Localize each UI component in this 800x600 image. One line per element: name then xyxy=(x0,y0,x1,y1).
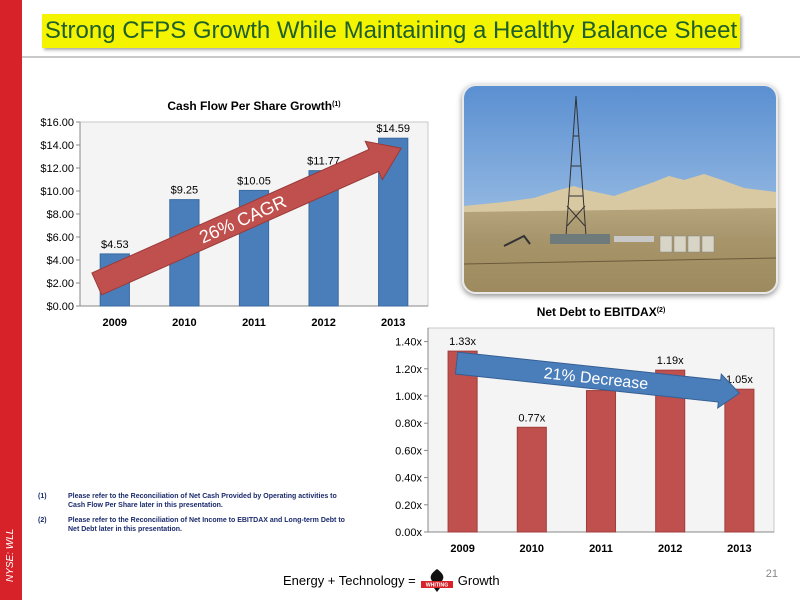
y-tick-label: 1.40x xyxy=(395,337,422,349)
cfps-chart-svg: Cash Flow Per Share Growth(1) $0.00 $2.00 $… xyxy=(40,99,429,329)
slide-title: Strong CFPS Growth While Maintaining a H… xyxy=(42,14,740,48)
footnote-text: Please refer to the Reconciliation of Ne… xyxy=(68,517,345,533)
footer-tagline: Energy + Technology = WHITING Growth xyxy=(283,568,543,592)
y-tick-label: 1.00x xyxy=(395,391,422,403)
x-tick-label: 2012 xyxy=(658,543,682,555)
trend-arrow-shape xyxy=(91,140,402,296)
y-tick-label: $8.00 xyxy=(46,209,74,221)
y-tick-label: 0.00x xyxy=(395,527,422,539)
rig-landscape-image xyxy=(464,86,776,292)
bar xyxy=(447,350,478,533)
footnote-1: (1) Please refer to the Reconciliation o… xyxy=(38,492,348,510)
data-label: $10.05 xyxy=(237,175,271,187)
x-tick-label: 2011 xyxy=(589,543,613,555)
footnote-2: (2) Please refer to the Reconciliation o… xyxy=(38,516,348,534)
drilling-rig-photo xyxy=(462,84,778,294)
x-tick-label: 2010 xyxy=(172,317,196,329)
x-tick-label: 2013 xyxy=(727,543,751,555)
net-debt-chart-svg: Net Debt to EBITDAX(2) 0.00x 0.20x 0.40x 0.6… xyxy=(395,305,775,555)
chart-title-superscript: (2) xyxy=(657,307,666,314)
footnote-text: Please refer to the Reconciliation of Ne… xyxy=(68,493,337,509)
y-tick-label: $0.00 xyxy=(46,301,74,313)
y-tick-label: 0.60x xyxy=(395,445,422,457)
net-debt-chart: Net Debt to EBITDAX(2) 0.00x 0.20x 0.40x 0.6… xyxy=(376,298,786,558)
data-label: 1.05x xyxy=(726,374,753,386)
footnote-number: (1) xyxy=(38,493,47,500)
chart-title-superscript: (1) xyxy=(332,101,341,108)
chart-title: Net Debt to EBITDAX(2) xyxy=(537,305,666,319)
footer-left-text: Energy + Technology = xyxy=(283,572,416,588)
data-label: 1.33x xyxy=(449,336,476,348)
x-tick-label: 2009 xyxy=(103,317,127,329)
data-label: 0.77x xyxy=(518,412,545,424)
cfps-chart: Cash Flow Per Share Growth(1) $0.00 $2.00 $… xyxy=(30,92,440,340)
x-tick-label: 2009 xyxy=(450,543,474,555)
bar xyxy=(585,390,617,533)
x-tick-label: 2013 xyxy=(381,317,405,329)
y-tick-label: $12.00 xyxy=(40,163,74,175)
y-tick-label: 0.40x xyxy=(395,473,422,485)
y-tick-label: $10.00 xyxy=(40,186,74,198)
x-tick-label: 2012 xyxy=(311,317,335,329)
bar xyxy=(516,426,547,533)
y-tick-label: $6.00 xyxy=(46,232,74,244)
chart-title: Cash Flow Per Share Growth(1) xyxy=(167,99,340,113)
whiting-logo: WHITING xyxy=(420,568,454,592)
data-label: $14.59 xyxy=(376,123,410,135)
x-tick-label: 2011 xyxy=(242,317,266,329)
y-tick-label: $14.00 xyxy=(40,140,74,152)
data-label: $11.77 xyxy=(307,156,340,168)
footnote-number: (2) xyxy=(38,517,47,524)
data-label: 1.19x xyxy=(657,355,684,367)
y-tick-label: $2.00 xyxy=(46,278,74,290)
x-tick-label: 2010 xyxy=(520,543,544,555)
y-tick-label: 0.20x xyxy=(395,500,422,512)
y-tick-label: $4.00 xyxy=(46,255,74,267)
brand-sidebar: NYSE: WLL xyxy=(0,0,22,600)
svg-text:WHITING: WHITING xyxy=(426,583,448,589)
footer-right-text: Growth xyxy=(457,572,500,588)
title-divider xyxy=(22,56,800,58)
footnotes: (1) Please refer to the Reconciliation o… xyxy=(38,492,348,540)
y-tick-label: $16.00 xyxy=(40,117,74,129)
data-label: $4.53 xyxy=(101,239,129,251)
y-tick-label: 0.80x xyxy=(395,418,422,430)
bar xyxy=(724,388,755,533)
y-tick-label: 1.20x xyxy=(395,364,422,376)
ticker-label: NYSE: WLL xyxy=(5,528,16,582)
data-label: $9.25 xyxy=(171,185,199,197)
page-number: 21 xyxy=(765,568,778,580)
trend-arrow-shape xyxy=(454,351,741,410)
